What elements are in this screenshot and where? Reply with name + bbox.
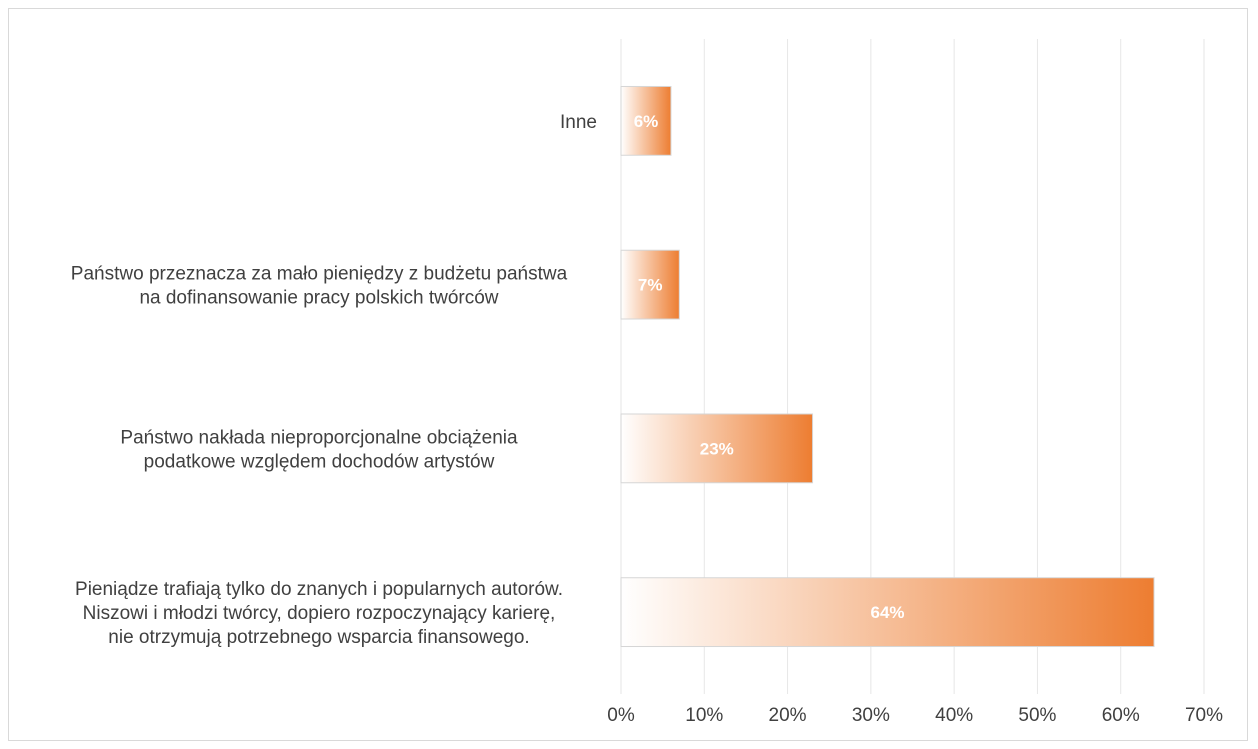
category-label-line: Inne xyxy=(560,112,597,133)
bar xyxy=(620,413,814,484)
horizontal-bar-chart: 6% 7% 23% 64% Inne Państwo przeznacza za mał… xyxy=(71,39,1223,726)
category-label: Inne xyxy=(560,112,597,133)
category-labels: Inne Państwo przeznacza za mało pieniędzy… xyxy=(71,112,597,648)
category-label-line: nie otrzymują potrzebnego wsparcia finan… xyxy=(108,627,529,648)
category-label-line: Państwo przeznacza za mało pieniędzy z b… xyxy=(71,264,568,285)
bar xyxy=(620,577,1155,648)
data-label: 64% xyxy=(870,603,904,622)
bar xyxy=(620,85,672,156)
category-label-line: Pieniądze trafiają tylko do znanych i po… xyxy=(75,579,563,600)
chart-frame: 6% 7% 23% 64% Inne Państwo przeznacza za mał… xyxy=(8,8,1248,741)
x-tick-label: 10% xyxy=(685,705,723,726)
x-tick-label: 20% xyxy=(769,705,807,726)
data-label: 6% xyxy=(634,112,659,131)
category-label-line: Państwo nakłada nieproporcjonalne obciąż… xyxy=(120,427,518,448)
x-tick-label: 0% xyxy=(607,705,635,726)
x-tick-label: 50% xyxy=(1018,705,1056,726)
category-label-line: na dofinansowanie pracy polskich twórców xyxy=(139,288,498,309)
x-tick-label: 40% xyxy=(935,705,973,726)
category-label-line: Niszowi i młodzi twórcy, dopiero rozpocz… xyxy=(83,603,556,624)
x-tick-label: 60% xyxy=(1102,705,1140,726)
data-label: 7% xyxy=(638,276,663,295)
x-tick-label: 30% xyxy=(852,705,890,726)
x-tick-label: 70% xyxy=(1185,705,1223,726)
category-label-line: podatkowe względem dochodów artystów xyxy=(144,451,495,472)
gridlines xyxy=(620,39,1205,694)
category-label: Pieniądze trafiają tylko do znanych i po… xyxy=(75,579,563,648)
bar xyxy=(620,249,680,320)
bars: 6% 7% 23% 64% xyxy=(620,85,1155,648)
x-axis-ticks: 0% 10% 20% 30% 40% 50% 60% 70% xyxy=(607,705,1223,726)
data-label: 23% xyxy=(700,439,734,458)
category-label: Państwo przeznacza za mało pieniędzy z b… xyxy=(71,264,568,309)
category-label: Państwo nakłada nieproporcjonalne obciąż… xyxy=(120,427,518,472)
